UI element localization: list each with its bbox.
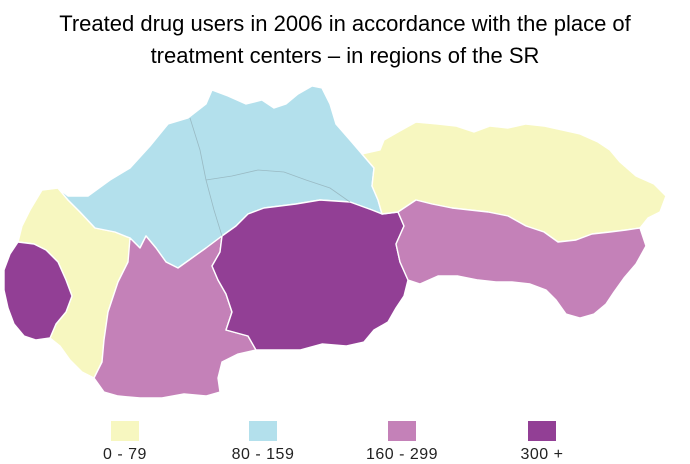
region-kosice[interactable]: Košice region: 160 - 299 [395, 199, 647, 319]
map-title-line-1: Treated drug users in 2006 in accordance… [59, 11, 631, 36]
map-title: Treated drug users in 2006 in accordance… [0, 8, 690, 72]
region-nitra[interactable]: Nitra region: 160 - 299 [93, 235, 257, 399]
region-banska-bystrica[interactable]: Banská Bystrica region: 300 + [211, 199, 409, 351]
map-title-line-2: treatment centers – in regions of the SR [150, 43, 540, 68]
region-bratislava[interactable]: Bratislava region: 300 + [3, 241, 73, 341]
